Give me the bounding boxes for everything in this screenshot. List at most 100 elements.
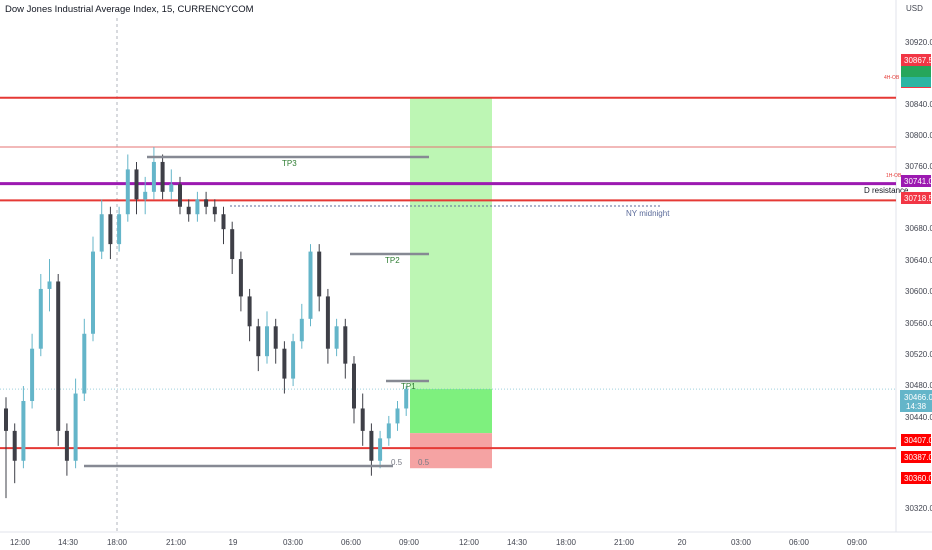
badge-green-bg: [901, 66, 931, 77]
tp1-label: TP1: [401, 382, 416, 391]
candle-body-46[interactable]: [404, 389, 409, 409]
candle-body-29[interactable]: [256, 326, 261, 357]
y-tick-0: 30920.0: [905, 38, 932, 47]
candle-body-22[interactable]: [195, 199, 200, 215]
x-tick-13: 03:00: [731, 538, 752, 547]
x-tick-5: 03:00: [283, 538, 304, 547]
candle-body-25[interactable]: [221, 214, 226, 230]
candle-body-34[interactable]: [299, 318, 304, 342]
label-30867-bg: [901, 54, 931, 66]
y-tick-3: 30800.0: [905, 131, 932, 140]
x-tick-11: 21:00: [614, 538, 635, 547]
x-tick-0: 12:00: [10, 538, 31, 547]
x-tick-9: 14:30: [507, 538, 528, 547]
price-tag-value: 30466.0: [904, 393, 932, 402]
candle-body-0[interactable]: [4, 408, 8, 431]
candle-body-14[interactable]: [125, 169, 130, 215]
candle-body-8[interactable]: [73, 393, 78, 461]
y-tick-12: 30320.0: [905, 504, 932, 513]
candle-body-23[interactable]: [204, 199, 209, 207]
candle-body-41[interactable]: [360, 408, 365, 431]
label-30718: 30718.5: [904, 194, 932, 203]
x-tick-6: 06:00: [341, 538, 362, 547]
half-label-left: 0.5: [391, 458, 403, 467]
tp2-label: TP2: [385, 256, 400, 265]
tiny-1h-label: 1H-OB: [886, 173, 902, 179]
label-30718-bg: [901, 192, 931, 204]
candle-body-44[interactable]: [386, 423, 391, 439]
candle-body-6[interactable]: [56, 281, 61, 431]
x-tick-1: 14:30: [58, 538, 79, 547]
candle-body-33[interactable]: [291, 341, 296, 379]
y-tick-7: 30600.0: [905, 287, 932, 296]
candle-body-30[interactable]: [265, 326, 269, 357]
candle-body-17[interactable]: [151, 161, 156, 192]
badge-teal-bg: [901, 77, 931, 87]
candle-body-26[interactable]: [230, 229, 235, 260]
y-tick-4: 30760.0: [905, 162, 932, 171]
y-tick-8: 30560.0: [905, 319, 932, 328]
half-label-right: 0.5: [418, 458, 430, 467]
target-zone[interactable]: [410, 97, 492, 390]
x-tick-3: 21:00: [166, 538, 187, 547]
candle-body-21[interactable]: [186, 206, 191, 215]
candle-body-32[interactable]: [282, 348, 287, 379]
d-resistance-label: D resistance: [864, 186, 909, 195]
candle-body-3[interactable]: [30, 348, 35, 401]
candle-body-45[interactable]: [395, 408, 400, 424]
price-tag-countdown: 14:38: [906, 402, 927, 411]
candle-body-2[interactable]: [21, 401, 26, 461]
candle-body-37[interactable]: [325, 296, 330, 349]
price-tag-bg: [900, 390, 932, 412]
symbol-title: Dow Jones Industrial Average Index, 15, …: [5, 4, 254, 15]
candle-body-20[interactable]: [178, 184, 182, 207]
candle-body-18[interactable]: [160, 161, 165, 192]
x-tick-10: 18:00: [556, 538, 577, 547]
candle-body-39[interactable]: [343, 326, 348, 364]
candle-body-5[interactable]: [47, 281, 52, 289]
x-tick-4: 19: [229, 538, 238, 547]
label-30360-bg: [901, 472, 931, 484]
candle-body-43[interactable]: [378, 438, 383, 461]
candle-body-36[interactable]: [317, 251, 322, 297]
label-30387: 30387.0: [904, 453, 932, 462]
candle-body-16[interactable]: [143, 191, 148, 200]
label-30407: 30407.0: [904, 436, 932, 445]
candle-body-7[interactable]: [64, 430, 69, 461]
y-tick-11: 30440.0: [905, 413, 932, 422]
x-tick-15: 09:00: [847, 538, 868, 547]
candle-body-24[interactable]: [212, 206, 217, 215]
candle-body-31[interactable]: [273, 326, 278, 349]
y-tick-9: 30520.0: [905, 350, 932, 359]
candle-body-27[interactable]: [238, 259, 243, 297]
tiny-4h-label: 4H-OB: [884, 75, 900, 81]
x-tick-8: 12:00: [459, 538, 480, 547]
stop-zone[interactable]: [410, 433, 492, 469]
candle-body-19[interactable]: [169, 184, 174, 192]
label-30407-bg: [901, 434, 931, 446]
candle-body-13[interactable]: [117, 214, 122, 245]
candle-body-11[interactable]: [99, 214, 104, 252]
candle-body-9[interactable]: [82, 333, 87, 394]
candle-body-15[interactable]: [134, 169, 139, 200]
candle-body-1[interactable]: [12, 430, 17, 461]
candle-body-10[interactable]: [91, 251, 95, 334]
label-30360: 30360.0: [904, 474, 932, 483]
label-30867: 30867.5: [904, 56, 932, 65]
candle-body-35[interactable]: [308, 251, 313, 319]
candle-body-38[interactable]: [334, 326, 339, 349]
tp3-label: TP3: [282, 159, 297, 168]
y-tick-5: 30680.0: [905, 224, 932, 233]
y-tick-10: 30480.0: [905, 381, 932, 390]
candle-body-42[interactable]: [369, 430, 374, 461]
candle-body-12[interactable]: [108, 214, 113, 245]
candle-body-40[interactable]: [352, 363, 356, 409]
candle-body-4[interactable]: [38, 288, 43, 349]
x-tick-2: 18:00: [107, 538, 128, 547]
label-30741-bg: [901, 175, 931, 187]
currency-label: USD: [906, 4, 923, 13]
candle-body-28[interactable]: [247, 296, 252, 327]
x-tick-7: 09:00: [399, 538, 420, 547]
